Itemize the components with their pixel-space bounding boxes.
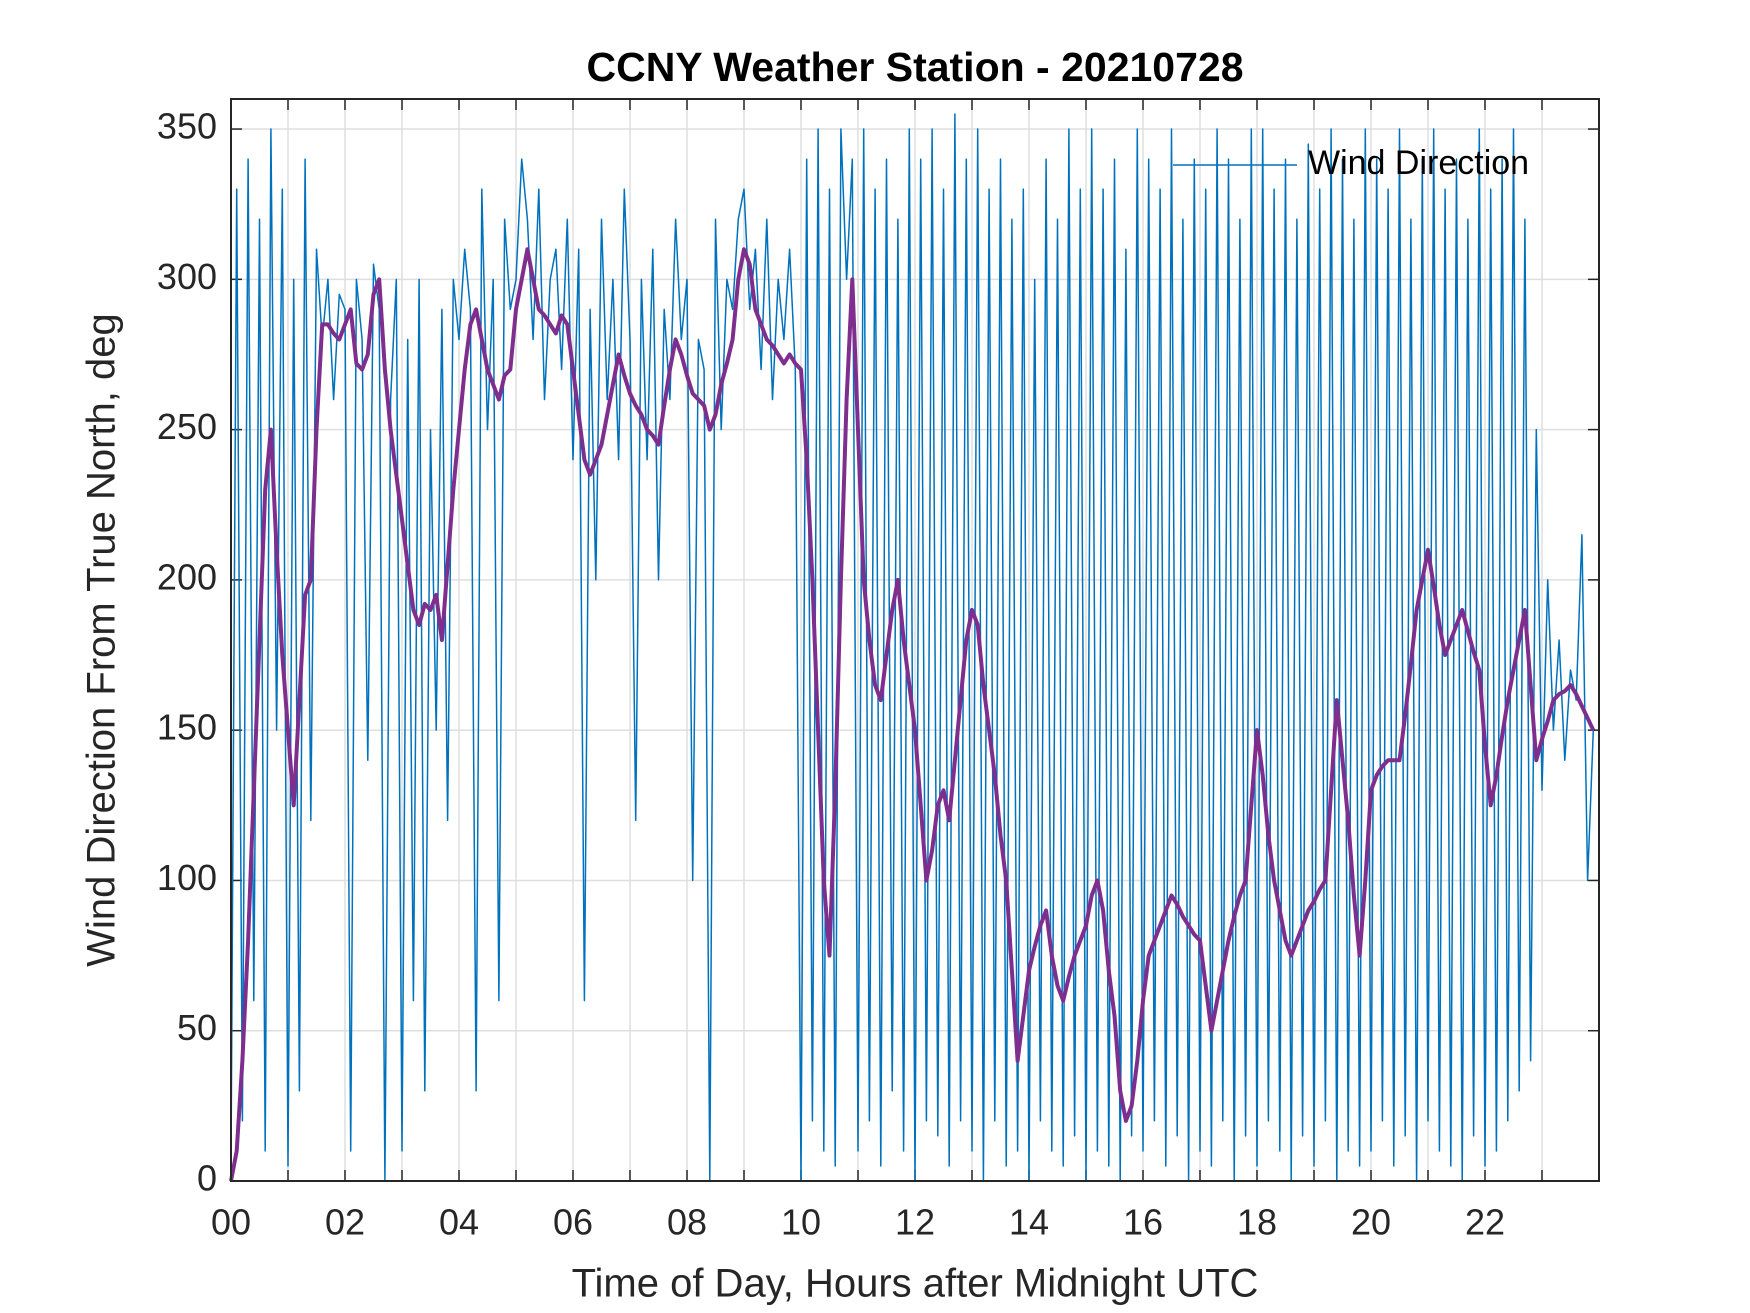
x-tick-label: 10 [781,1202,821,1243]
series-line [229,247,1596,1182]
x-tick-label: 00 [211,1202,251,1243]
plot-frame [230,98,1600,1182]
x-tick-label: 22 [1465,1202,1505,1243]
x-axis-label: Time of Day, Hours after Midnight UTC [572,1262,1259,1306]
y-tick-label: 50 [177,1007,217,1048]
x-tick-label: 20 [1351,1202,1391,1243]
x-tick-label: 16 [1123,1202,1163,1243]
x-tick-label: 14 [1009,1202,1049,1243]
x-tick-label: 12 [895,1202,935,1243]
y-tick-label: 0 [197,1158,217,1199]
y-axis-label: Wind Direction From True North, deg [80,313,124,967]
series-line [230,113,1595,1182]
x-tick-label: 04 [439,1202,479,1243]
chart-title: CCNY Weather Station - 20210728 [586,44,1243,90]
x-tick-label: 06 [553,1202,593,1243]
y-tick-label: 350 [157,106,217,147]
x-tick-label: 18 [1237,1202,1277,1243]
y-tick-label: 100 [157,857,217,898]
x-tick-label: 02 [325,1202,365,1243]
x-tick-label: 08 [667,1202,707,1243]
y-tick-label: 300 [157,256,217,297]
y-tick-label: 250 [157,406,217,447]
y-tick-label: 200 [157,556,217,597]
y-tick-label: 150 [157,707,217,748]
legend-label: Wind Direction [1308,144,1529,182]
